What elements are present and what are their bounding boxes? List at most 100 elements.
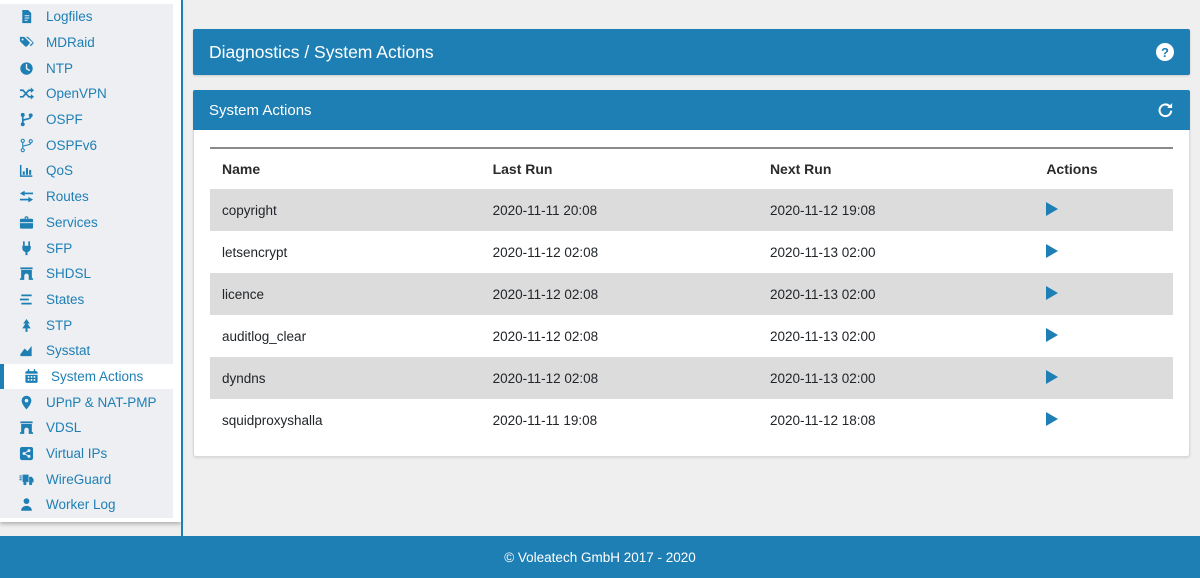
play-icon[interactable] [1046,285,1059,300]
sidebar-item-label: Routes [46,189,89,205]
action-name: squidproxyshalla [222,412,323,428]
sidebar-item-virtual-ips[interactable]: Virtual IPs [0,440,173,467]
footer-bar: © Voleatech GmbH 2017 - 2020 [0,536,1200,578]
breadcrumb: Diagnostics / System Actions [209,41,434,62]
archway-icon [18,420,34,436]
table-row: licence 2020-11-12 02:08 2020-11-13 02:0… [210,273,1173,315]
sidebar-item-label: Services [46,214,98,230]
archway-icon [18,266,34,282]
sidebar-item-label: OpenVPN [46,86,107,102]
bar-chart-icon [18,163,34,179]
refresh-icon[interactable] [1157,102,1174,119]
sidebar-item-label: Virtual IPs [46,446,108,462]
sidebar-item-label: UPnP & NAT-PMP [46,394,157,410]
next-run: 2020-11-13 02:00 [769,370,876,386]
sidebar-item-label: Sysstat [46,343,91,359]
last-run: 2020-11-12 02:08 [492,244,599,260]
list-lines-icon [18,291,34,307]
sidebar-item-label: WireGuard [46,471,112,487]
panel-body: Name Last Run Next Run Actions copyright… [193,130,1190,457]
area-chart-icon [18,343,34,359]
sidebar-item-label: Worker Log [46,497,116,513]
sidebar-item-upnp-nat-pmp[interactable]: UPnP & NAT-PMP [0,389,173,415]
table-row: auditlog_clear 2020-11-12 02:08 2020-11-… [210,315,1173,357]
play-icon[interactable] [1046,201,1059,216]
play-icon[interactable] [1046,243,1059,258]
sidebar-item-sfp[interactable]: SFP [0,235,173,261]
next-run: 2020-11-12 19:08 [769,202,876,218]
sidebar-item-vdsl[interactable]: VDSL [0,415,173,441]
truck-icon [18,471,34,487]
sidebar-item-services[interactable]: Services [0,209,173,236]
action-name: dyndns [222,370,266,386]
sidebar-item-sysstat[interactable]: Sysstat [0,337,173,364]
play-icon[interactable] [1046,327,1059,342]
sidebar-item-label: SHDSL [46,266,92,282]
sidebar-item-routes[interactable]: Routes [0,183,173,210]
map-marker-icon [18,394,34,410]
sidebar-item-qos[interactable]: QoS [0,158,173,184]
share-nodes-icon [18,446,34,462]
panel-header: System Actions [193,90,1190,130]
action-name: licence [222,286,265,302]
action-name: letsencrypt [222,244,288,260]
sidebar-item-mdraid[interactable]: MDRaid [0,29,173,56]
sidebar-item-ospfv6[interactable]: OSPFv6 [0,132,173,159]
tree-icon [18,317,34,333]
sidebar-item-openvpn[interactable]: OpenVPN [0,81,173,107]
last-run: 2020-11-12 02:08 [492,328,599,344]
sidebar-item-ospf[interactable]: OSPF [0,106,173,133]
file-icon [18,9,34,25]
column-header-last-run: Last Run [492,161,553,177]
sidebar-item-label: System Actions [51,368,144,384]
sidebar-item-states[interactable]: States [0,286,173,313]
table-row: letsencrypt 2020-11-12 02:08 2020-11-13 … [210,231,1173,273]
last-run: 2020-11-12 02:08 [492,370,599,386]
system-actions-panel: System Actions Name Last Run Next Run Ac… [193,90,1190,457]
sidebar-item-shdsl[interactable]: SHDSL [0,260,173,287]
plug-icon [18,240,34,256]
next-run: 2020-11-13 02:00 [769,286,876,302]
play-icon[interactable] [1046,369,1059,384]
clock-icon [18,60,34,76]
code-branch-icon [18,112,34,128]
sidebar-item-worker-log[interactable]: Worker Log [0,492,173,518]
table-row: copyright 2020-11-11 20:08 2020-11-12 19… [210,189,1173,231]
column-header-name: Name [222,161,261,177]
table-row: dyndns 2020-11-12 02:08 2020-11-13 02:00 [210,357,1173,399]
system-actions-table: Name Last Run Next Run Actions copyright… [210,147,1173,441]
sidebar-item-label: States [46,291,85,307]
action-name: copyright [222,202,277,218]
sidebar-item-label: VDSL [46,420,82,436]
sidebar-item-wireguard[interactable]: WireGuard [0,466,173,493]
next-run: 2020-11-12 18:08 [769,412,876,428]
sidebar-item-label: NTP [46,60,73,76]
last-run: 2020-11-12 02:08 [492,286,599,302]
sidebar-item-system-actions[interactable]: System Actions [0,363,173,390]
play-icon[interactable] [1046,411,1059,426]
table-row: squidproxyshalla 2020-11-11 19:08 2020-1… [210,399,1173,441]
code-branch-outline-icon [18,137,34,153]
sidebar-item-label: Logfiles [46,9,93,25]
briefcase-icon [18,214,34,230]
calendar-icon [23,368,39,384]
sidebar-item-label: QoS [46,163,74,179]
last-run: 2020-11-11 19:08 [492,412,598,428]
sidebar-item-stp[interactable]: STP [0,312,173,338]
sidebar-item-logfiles[interactable]: Logfiles [0,4,173,30]
column-header-next-run: Next Run [769,161,832,177]
sidebar-divider [181,0,183,536]
exchange-arrows-icon [18,189,34,205]
sidebar-item-ntp[interactable]: NTP [0,55,173,82]
sidebar-item-label: OSPFv6 [46,137,98,153]
shuffle-icon [18,86,34,102]
column-header-actions: Actions [1046,161,1098,177]
user-icon [18,497,34,513]
question-circle-icon[interactable]: ? [1156,43,1174,61]
tags-icon [18,35,34,51]
copyright-text: © Voleatech GmbH 2017 - 2020 [504,549,696,565]
sidebar-item-label: OSPF [46,112,83,128]
last-run: 2020-11-11 20:08 [492,202,598,218]
next-run: 2020-11-13 02:00 [769,244,876,260]
